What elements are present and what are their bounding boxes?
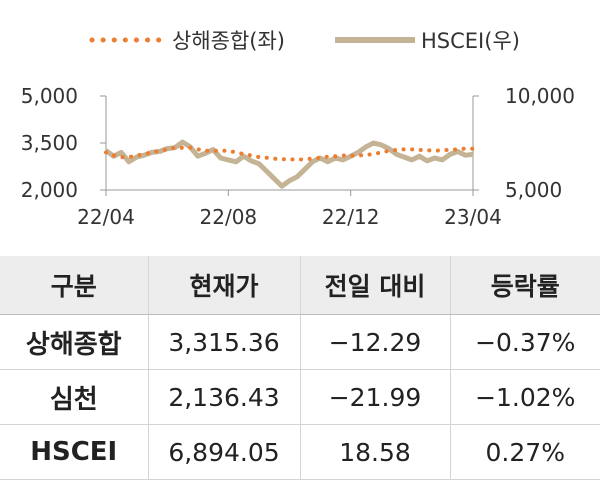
y-right-tick-label: 10,000 (505, 84, 575, 108)
header-category: 구분 (0, 256, 148, 315)
x-tick-label: 22/12 (322, 205, 380, 229)
table-row: HSCEI 6,894.05 18.58 0.27% (0, 424, 600, 480)
header-change-rate: 등락률 (449, 256, 600, 315)
series-line-shanghai (104, 145, 475, 162)
series-line-hscei (104, 139, 474, 189)
axes (100, 95, 479, 196)
legend-label-hscei: HSCEI(우) (421, 29, 520, 53)
row-change-rate: −0.37% (449, 314, 600, 370)
x-tick-label: 23/04 (444, 205, 502, 229)
y-right-tick-label: 5,000 (505, 178, 562, 202)
row-change-rate: 0.27% (449, 424, 600, 480)
legend-label-shanghai: 상해종합(좌) (172, 29, 285, 53)
table-row: 심천 2,136.43 −21.99 −1.02% (0, 369, 600, 425)
row-change-rate: −1.02% (449, 369, 600, 425)
row-name: 심천 (0, 369, 148, 425)
row-change: −21.99 (299, 369, 450, 425)
row-price: 6,894.05 (147, 424, 300, 480)
dual-axis-line-chart: 상해종합(좌) HSCEI(우) 5,0003,5002,00010,0005,… (21, 29, 575, 229)
y-left-tick-label: 5,000 (21, 84, 78, 108)
index-table: 구분 현재가 전일 대비 등락률 상해종합 3,315.36 −12.29 −0… (0, 256, 600, 480)
row-price: 2,136.43 (147, 369, 300, 425)
table-header-row: 구분 현재가 전일 대비 등락률 (0, 256, 600, 315)
row-name: HSCEI (0, 424, 148, 480)
legend: 상해종합(좌) HSCEI(우) (89, 29, 520, 53)
row-name: 상해종합 (0, 314, 148, 370)
y-left-tick-label: 2,000 (21, 178, 78, 202)
x-tick-label: 22/04 (77, 205, 135, 229)
table-row: 상해종합 3,315.36 −12.29 −0.37% (0, 314, 600, 370)
header-price: 현재가 (147, 256, 300, 315)
row-change: 18.58 (299, 424, 450, 480)
header-change: 전일 대비 (299, 256, 450, 315)
row-change: −12.29 (299, 314, 450, 370)
series-layer (104, 139, 475, 189)
y-left-tick-label: 3,500 (21, 131, 78, 155)
x-tick-label: 22/08 (200, 205, 258, 229)
row-price: 3,315.36 (147, 314, 300, 370)
tick-labels: 5,000 3,500 2,000 10,000 5,000 22/04 22/08 22/1… (21, 84, 575, 229)
